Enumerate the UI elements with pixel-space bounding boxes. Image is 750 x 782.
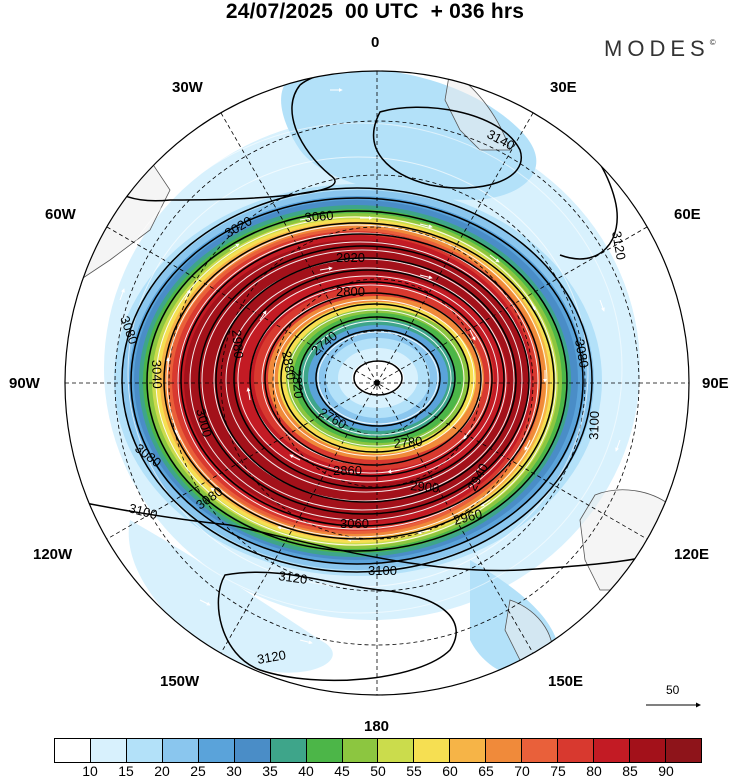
colorbar-segment: [522, 739, 559, 762]
colorbar-segment: [342, 739, 379, 762]
contour-label: 3060: [340, 516, 369, 531]
wind-arrows: [115, 88, 621, 645]
contour-label: 3100: [586, 411, 602, 440]
contour-label: 3100: [368, 563, 397, 578]
colorbar-segment: [55, 739, 91, 762]
lon-label-30w: 30W: [172, 79, 203, 96]
contour-label: 2980: [229, 329, 246, 359]
colorbar-segment: [450, 739, 487, 762]
contour-label: 3120: [278, 568, 309, 587]
colorbar-tick-label: 45: [334, 763, 350, 779]
colorbar-segment: [665, 739, 701, 762]
lon-label-150w: 150W: [160, 673, 200, 690]
colorbar-tick-label: 50: [370, 763, 386, 779]
contour-label: 3000: [193, 407, 215, 439]
lon-label-180: 180: [364, 718, 390, 735]
colorbar-segment: [198, 739, 235, 762]
colorbar-tick-label: 65: [478, 763, 494, 779]
map-boundary: [64, 70, 690, 696]
contour-label: 2780: [393, 434, 423, 451]
colorbar-segment: [630, 739, 666, 762]
colorbar-tick-label: 90: [658, 763, 674, 779]
colorbar-segment: [126, 739, 163, 762]
height-contours: [69, 71, 689, 682]
colorbar-tick-label: 15: [118, 763, 134, 779]
colorbar-segment: [306, 739, 343, 762]
brand-copyright-mark: ©: [709, 38, 716, 47]
contour-label: 2960: [452, 506, 484, 528]
colorbar-segment: [558, 739, 595, 762]
lon-label-150e: 150E: [548, 673, 584, 690]
colorbar-segment: [234, 739, 271, 762]
contour-label: 2920: [336, 250, 365, 265]
lon-label-120w: 120W: [33, 546, 73, 563]
colorbar-segment: [414, 739, 451, 762]
contour-label: 2860: [333, 463, 362, 478]
colorbar-tick-label: 75: [550, 763, 566, 779]
latitude-circle: [220, 226, 534, 540]
brand-text: MODES: [604, 36, 710, 61]
contour-label: 3100: [127, 500, 159, 522]
colorbar-tick-label: 60: [442, 763, 458, 779]
lon-label-30e: 30E: [550, 79, 577, 96]
contour-label: 2880: [279, 350, 299, 381]
contour-label: 3040: [149, 360, 165, 389]
colorbar-tick-label: 10: [82, 763, 98, 779]
lon-label-60w: 60W: [45, 206, 76, 223]
contour-label: 2820: [289, 369, 306, 399]
colorbar-tick-label: 35: [262, 763, 278, 779]
colorbar-tick-label: 80: [586, 763, 602, 779]
lon-label-90e: 90E: [702, 375, 729, 392]
colorbar-segment: [162, 739, 199, 762]
contour-label: 3080: [572, 338, 592, 369]
colorbar-tick-label: 70: [514, 763, 530, 779]
wind-streamlines: [97, 122, 623, 614]
colorbar-segment: [90, 739, 127, 762]
colorbar: [54, 738, 702, 763]
colorbar-segment: [270, 739, 307, 762]
forecast-title: 24/07/2025 00 UTC + 036 hrs: [225, 0, 525, 23]
colorbar-tick-label: 85: [622, 763, 638, 779]
reference-vector-label: 50: [666, 683, 680, 697]
modes-logo: MODES©: [604, 36, 716, 62]
north-pole-marker: [374, 380, 380, 386]
contour-label: 3060: [304, 208, 334, 225]
colorbar-tick-label: 20: [154, 763, 170, 779]
colorbar-segment: [594, 739, 630, 762]
colorbar-tick-label: 25: [190, 763, 206, 779]
lon-label-0: 0: [371, 34, 380, 51]
colorbar-tick-label: 30: [226, 763, 242, 779]
contour-label: 2900: [410, 478, 440, 495]
colorbar-tick-label: 55: [406, 763, 422, 779]
lon-label-120e: 120E: [674, 546, 710, 563]
contour-label: 3120: [256, 647, 287, 667]
contour-label: 3120: [609, 230, 629, 261]
colorbar-tick-label: 40: [298, 763, 314, 779]
lon-label-90w: 90W: [9, 375, 40, 392]
contour-label: 2800: [336, 284, 365, 299]
colorbar-segment: [486, 739, 523, 762]
colorbar-segment: [378, 739, 415, 762]
lon-label-60e: 60E: [674, 206, 701, 223]
